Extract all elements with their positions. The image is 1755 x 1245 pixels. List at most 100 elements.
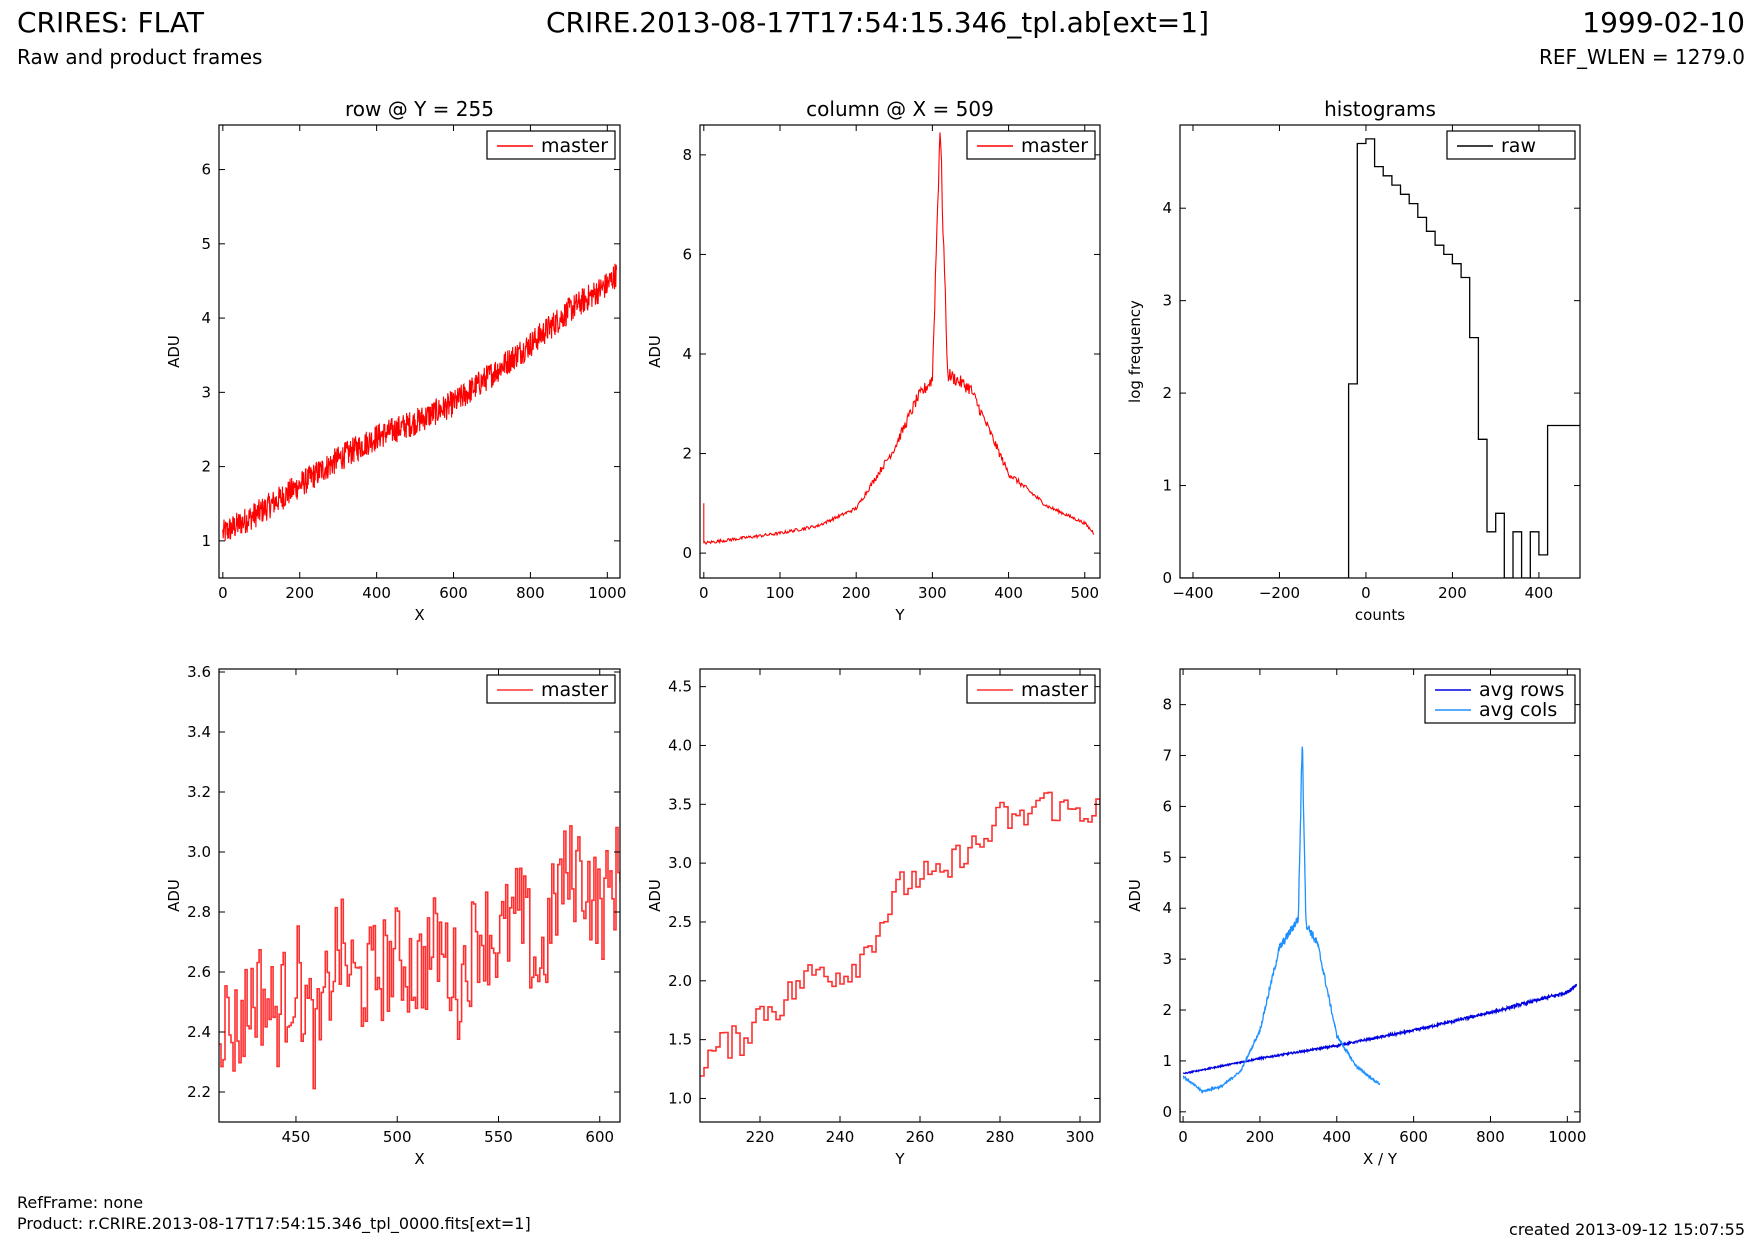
x-tick-label: 450 — [282, 1128, 311, 1146]
x-tick-label: 500 — [1070, 584, 1099, 602]
legend-box — [486, 130, 616, 160]
observation-date: 1999-02-10 — [1582, 6, 1745, 39]
x-tick-label: 600 — [439, 584, 468, 602]
y-tick-label: 2.2 — [187, 1083, 211, 1101]
x-tick-label: 600 — [585, 1128, 614, 1146]
y-axis-label: log frequency — [1126, 300, 1144, 403]
y-tick-label: 4.0 — [668, 736, 692, 754]
footer-refframe: RefFrame: none — [17, 1193, 144, 1212]
y-tick-label: 6 — [1162, 797, 1172, 815]
legend-box — [966, 674, 1096, 704]
y-tick-label: 6 — [682, 245, 692, 263]
series-line-master — [222, 263, 618, 541]
legend: raw — [1446, 130, 1576, 160]
y-tick-label: 1.5 — [668, 1031, 692, 1049]
x-tick-label: 260 — [906, 1128, 935, 1146]
x-tick-label: 0 — [1361, 584, 1371, 602]
y-tick-label: 1 — [1162, 477, 1172, 495]
series-line-master — [703, 132, 1095, 546]
panel-title: row @ Y = 255 — [345, 97, 494, 121]
reference-wavelength: REF_WLEN = 1279.0 — [1538, 45, 1745, 69]
chart-panel-6: 0 200 400 600 800 1000 0 1 2 3 4 5 6 7 8 X / Y ADU avg ro… — [1126, 668, 1586, 1168]
footer-created: created 2013-09-12 15:07:55 — [1509, 1220, 1745, 1239]
panel-title: column @ X = 509 — [806, 97, 994, 121]
legend: master — [966, 130, 1096, 160]
legend: master — [486, 130, 616, 160]
legend-label: raw — [1501, 135, 1536, 157]
legend-label: master — [1021, 679, 1088, 701]
x-tick-label: 400 — [1322, 1128, 1351, 1146]
y-tick-label: 1.0 — [668, 1089, 692, 1107]
footer-product: Product: r.CRIRE.2013-08-17T17:54:15.346… — [17, 1214, 531, 1233]
y-tick-label: 4.5 — [668, 678, 692, 696]
y-tick-label: 2.0 — [668, 972, 692, 990]
x-tick-label: 0 — [699, 584, 709, 602]
y-tick-label: 4 — [682, 345, 692, 363]
legend-box — [1424, 674, 1576, 724]
plot-frame — [218, 668, 621, 1123]
y-tick-label: 3 — [1162, 950, 1172, 968]
plot-frame — [218, 124, 621, 579]
x-tick-label: 300 — [1066, 1128, 1095, 1146]
x-tick-label: −400 — [1172, 584, 1213, 602]
chart-panel-1: 0 200 400 600 800 1000 1 2 3 4 5 6 row @ Y = 255 X ADU… — [165, 97, 626, 624]
x-tick-label: 280 — [986, 1128, 1015, 1146]
x-tick-label: 1000 — [1548, 1128, 1586, 1146]
x-tick-label: 200 — [842, 584, 871, 602]
y-tick-label: 2.4 — [187, 1023, 211, 1041]
x-tick-label: 1000 — [588, 584, 626, 602]
y-tick-label: 3.0 — [668, 854, 692, 872]
legend-label: avg rows — [1479, 679, 1564, 701]
x-axis-label: counts — [1355, 606, 1405, 624]
plot-frame — [1179, 668, 1581, 1123]
y-tick-label: 0 — [682, 544, 692, 562]
x-tick-label: 550 — [484, 1128, 513, 1146]
y-tick-label: 3.2 — [187, 783, 211, 801]
legend-box — [486, 674, 616, 704]
y-axis-label: ADU — [646, 335, 664, 368]
legend-label: master — [1021, 135, 1088, 157]
chart-panel-5: 220 240 260 280 300 1.0 1.5 2.0 2.5 3.0 3.5 4.0 4.5 Y… — [646, 668, 1101, 1168]
legend-label: avg cols — [1479, 699, 1557, 721]
series-line-raw — [1180, 138, 1580, 578]
x-axis-label: Y — [894, 1150, 905, 1168]
legend-box — [1446, 130, 1576, 160]
y-axis-label: ADU — [1126, 879, 1144, 912]
y-tick-label: 2.8 — [187, 903, 211, 921]
x-axis-label: X — [414, 1150, 424, 1168]
plot-frame — [699, 124, 1101, 579]
figure-subtitle: Raw and product frames — [17, 45, 263, 69]
series-line-master — [219, 825, 620, 1090]
y-tick-label: 0 — [1162, 1103, 1172, 1121]
y-tick-label: 2 — [682, 445, 692, 463]
x-tick-label: −200 — [1259, 584, 1300, 602]
y-tick-label: 3.0 — [187, 843, 211, 861]
y-tick-label: 5 — [201, 235, 211, 253]
plot-frame — [1179, 124, 1581, 579]
y-tick-label: 4 — [201, 309, 211, 327]
y-tick-label: 3.4 — [187, 723, 211, 741]
y-tick-label: 1 — [1162, 1052, 1172, 1070]
y-tick-label: 2 — [1162, 384, 1172, 402]
x-tick-label: 300 — [918, 584, 947, 602]
x-tick-label: 100 — [766, 584, 795, 602]
panel-title: histograms — [1324, 97, 1436, 121]
chart-panel-2: 0 100 200 300 400 500 0 2 4 6 8 column @ X = 509 Y AD… — [646, 97, 1101, 624]
y-tick-label: 2 — [201, 458, 211, 476]
legend-label: master — [541, 679, 608, 701]
x-tick-label: 500 — [383, 1128, 412, 1146]
legend-box — [966, 130, 1096, 160]
x-tick-label: 200 — [1438, 584, 1467, 602]
y-tick-label: 8 — [1162, 696, 1172, 714]
y-tick-label: 0 — [1162, 569, 1172, 587]
figure-title: CRIRES: FLAT — [17, 6, 204, 39]
x-tick-label: 400 — [994, 584, 1023, 602]
y-tick-label: 5 — [1162, 848, 1172, 866]
x-tick-label: 600 — [1399, 1128, 1428, 1146]
y-axis-label: ADU — [646, 879, 664, 912]
y-tick-label: 2.5 — [668, 913, 692, 931]
x-tick-label: 800 — [1476, 1128, 1505, 1146]
y-axis-label: ADU — [165, 335, 183, 368]
